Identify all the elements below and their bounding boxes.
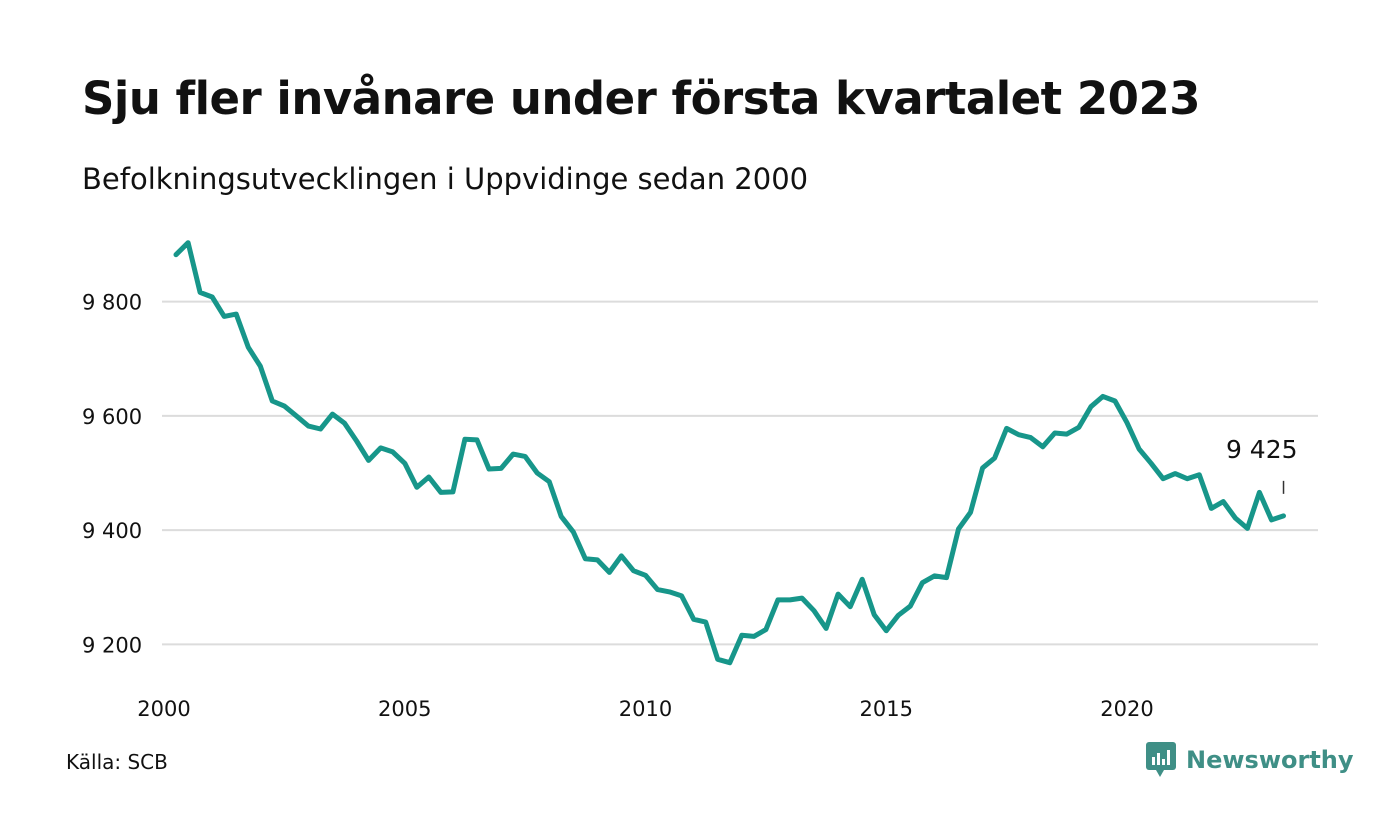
y-tick-label: 9 800 — [82, 291, 142, 315]
y-tick-label: 9 200 — [82, 633, 142, 657]
x-tick-label: 2020 — [1100, 697, 1153, 721]
newsworthy-logo-icon — [1146, 742, 1176, 777]
series-line — [173, 240, 1286, 666]
x-tick-label: 2000 — [137, 697, 190, 721]
y-tick-label: 9 600 — [82, 405, 142, 429]
source-label: Källa: SCB — [66, 750, 168, 774]
y-tick-label: 9 400 — [82, 519, 142, 543]
x-tick-label: 2015 — [860, 697, 913, 721]
brand-logo[interactable]: Newsworthy — [1146, 742, 1354, 778]
chart-subtitle: Befolkningsutvecklingen i Uppvidinge sed… — [82, 162, 809, 196]
x-tick-label: 2005 — [378, 697, 431, 721]
brand-name: Newsworthy — [1186, 746, 1354, 774]
chart-title: Sju fler invånare under första kvartalet… — [82, 72, 1201, 125]
x-tick-label: 2010 — [619, 697, 672, 721]
last-value-label: 9 425 — [1226, 435, 1298, 464]
